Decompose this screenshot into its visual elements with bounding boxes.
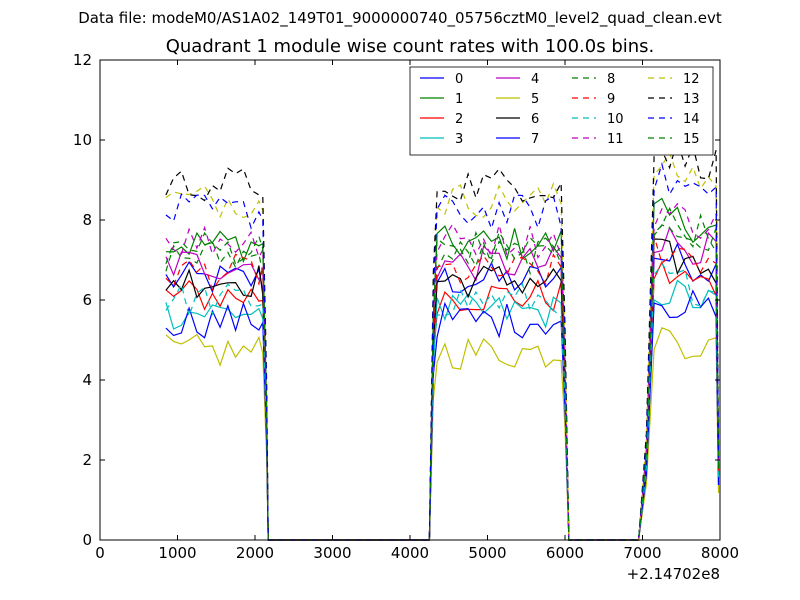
y-tick-label: 12 [73,51,92,69]
x-offset-label: +2.14702e8 [627,565,720,583]
legend-label-1: 1 [455,92,463,107]
legend-label-0: 0 [455,72,463,87]
legend-label-6: 6 [531,112,539,127]
legend-label-3: 3 [455,132,463,147]
chart-title: Quadrant 1 module wise count rates with … [165,36,655,57]
legend-label-5: 5 [531,92,539,107]
x-tick-label: 3000 [313,544,351,562]
y-tick-label: 6 [82,291,92,309]
y-tick-label: 4 [82,371,92,389]
x-tick-label: 0 [95,544,105,562]
series-line-5 [165,327,720,541]
legend-label-11: 11 [607,132,624,147]
legend-label-13: 13 [683,92,700,107]
x-tick-label: 4000 [391,544,429,562]
legend-label-4: 4 [531,72,539,87]
series-line-14 [165,161,720,541]
y-tick-label: 0 [82,531,92,549]
legend-label-2: 2 [455,112,463,127]
series-line-13 [165,138,720,541]
legend-label-9: 9 [607,92,615,107]
series-line-0 [165,242,720,541]
legend-label-15: 15 [683,132,700,147]
series-line-2 [165,260,720,541]
series-line-7 [165,289,720,541]
x-axis: 0 1000 2000 3000 4000 5000 6000 7000 8000 [95,60,739,562]
legend-label-12: 12 [683,72,700,87]
series-line-12 [165,151,720,541]
figure-suptitle: Data file: modeM0/AS1A02_149T01_90000007… [78,9,722,27]
x-tick-label: 7000 [623,544,661,562]
series-line-1 [165,197,720,541]
legend-label-14: 14 [683,112,700,127]
x-tick-label: 5000 [468,544,506,562]
y-tick-label: 8 [82,211,92,229]
series-line-6 [165,238,720,541]
legend-label-10: 10 [607,112,624,127]
series-layer [165,138,720,541]
y-tick-label: 2 [82,451,92,469]
x-tick-label: 1000 [158,544,196,562]
legend-label-7: 7 [531,132,539,147]
legend-label-8: 8 [607,72,615,87]
x-tick-label: 8000 [701,544,739,562]
x-tick-label: 2000 [236,544,274,562]
x-tick-label: 6000 [546,544,584,562]
y-tick-label: 10 [73,131,92,149]
legend-frame [409,66,714,156]
series-line-10 [165,263,720,541]
